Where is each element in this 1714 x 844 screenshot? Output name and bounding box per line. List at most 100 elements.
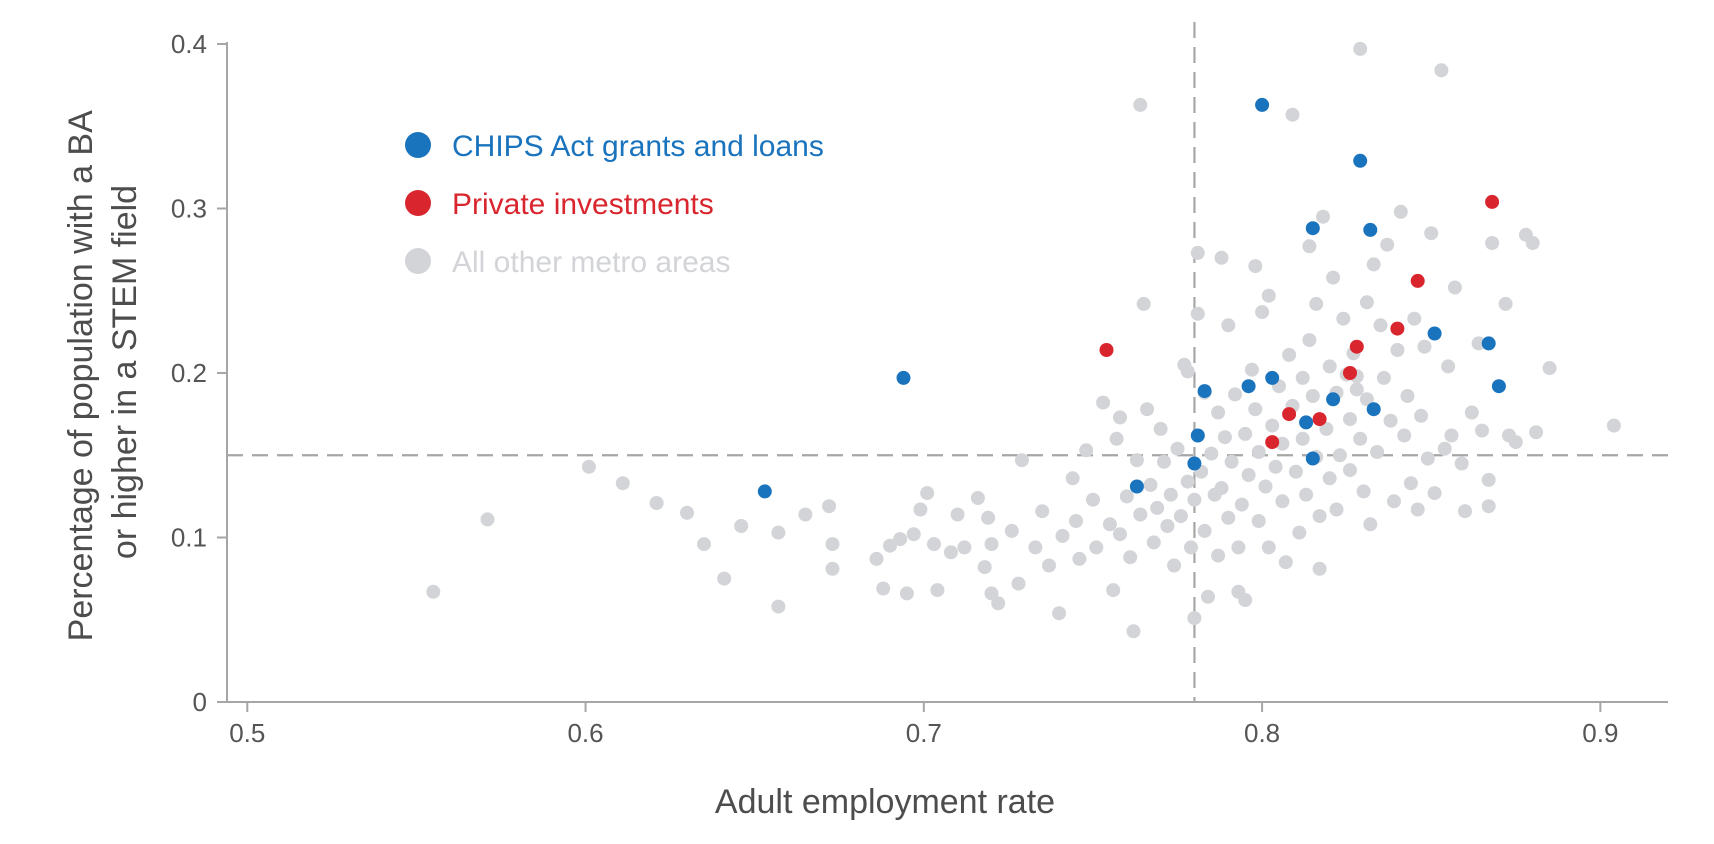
data-point (1299, 415, 1314, 430)
data-point (615, 476, 630, 491)
data-point (1427, 326, 1442, 341)
data-point (1133, 97, 1148, 112)
data-point (1295, 431, 1310, 446)
data-point (1373, 318, 1388, 333)
data-point (1485, 194, 1500, 209)
data-point (1255, 97, 1270, 112)
data-point (1363, 517, 1378, 532)
data-point (1109, 431, 1124, 446)
data-point (1238, 426, 1253, 441)
data-point (1485, 236, 1500, 250)
data-point (1312, 509, 1327, 524)
data-point (1366, 402, 1381, 417)
series-chips-act-grants-and-loans (757, 97, 1506, 499)
data-point (1214, 481, 1229, 496)
data-point (1231, 540, 1246, 555)
data-point (1099, 343, 1114, 357)
data-point (1150, 500, 1165, 515)
data-point (1268, 459, 1283, 474)
data-point (984, 537, 999, 552)
x-axis-title: Adult employment rate (715, 783, 1055, 821)
data-point (927, 537, 941, 552)
data-point (1190, 245, 1205, 260)
data-point (1079, 443, 1094, 458)
data-point (1190, 428, 1205, 443)
data-point (1312, 412, 1327, 427)
data-point (1464, 405, 1479, 420)
data-point (970, 491, 985, 505)
data-point (1265, 370, 1280, 385)
data-point (1319, 421, 1334, 436)
data-point (893, 532, 908, 547)
data-point (1316, 209, 1330, 224)
data-point (1035, 504, 1050, 519)
data-point (869, 551, 884, 566)
data-point (1069, 514, 1083, 528)
data-point (1119, 489, 1134, 504)
data-point (1498, 296, 1513, 311)
y-tick-label: 0 (193, 687, 207, 717)
data-point (1014, 453, 1029, 468)
data-point (1052, 606, 1067, 621)
data-point (1170, 441, 1185, 456)
data-point (1004, 523, 1019, 538)
data-points (426, 41, 1621, 639)
data-point (1065, 471, 1080, 486)
data-point (1410, 273, 1425, 288)
y-tick-label: 0.3 (171, 194, 207, 224)
data-point (1261, 288, 1276, 303)
data-point (1410, 502, 1425, 517)
y-axis-title-line-2: or higher in a STEM field (106, 185, 144, 559)
legend-label: Private investments (452, 188, 714, 221)
data-point (1129, 453, 1144, 468)
data-point (1042, 558, 1056, 573)
data-point (1241, 379, 1256, 394)
data-point (1322, 471, 1337, 486)
data-point (1437, 441, 1452, 456)
data-point (1353, 153, 1368, 168)
data-point (1201, 589, 1215, 604)
data-point (1180, 364, 1195, 379)
data-point (1217, 430, 1232, 445)
data-point (1295, 370, 1310, 385)
data-point (1481, 499, 1496, 514)
data-point (1336, 311, 1351, 326)
data-point (1390, 343, 1405, 357)
data-point (1475, 423, 1489, 438)
data-point (1255, 305, 1270, 320)
data-point (1349, 339, 1364, 354)
data-point (1265, 435, 1280, 450)
data-point (1282, 347, 1297, 362)
data-point (883, 538, 897, 553)
data-point (1366, 257, 1381, 272)
data-point (1055, 528, 1070, 543)
data-point (1275, 494, 1290, 509)
data-point (717, 571, 732, 586)
data-point (899, 586, 914, 601)
data-point (1427, 486, 1442, 501)
data-point (1123, 550, 1138, 565)
data-point (1481, 336, 1496, 351)
data-point (930, 583, 945, 598)
series-private-investments (1099, 194, 1500, 450)
data-point (1393, 204, 1408, 219)
data-point (1184, 540, 1198, 555)
y-axis-ticks: 0 0.1 0.2 0.3 0.4 (171, 29, 227, 717)
data-point (1167, 558, 1182, 573)
data-point (1086, 492, 1100, 507)
data-point (1299, 487, 1314, 502)
data-point (1136, 296, 1151, 311)
data-point (1197, 384, 1212, 399)
data-point (1224, 454, 1239, 469)
data-point (1251, 514, 1266, 528)
data-point (1370, 445, 1385, 459)
data-point (1163, 487, 1178, 502)
data-point (1542, 361, 1557, 376)
legend-marker (405, 190, 431, 216)
data-point (1322, 359, 1337, 374)
data-point (1028, 540, 1043, 555)
data-point (1211, 548, 1226, 563)
data-point (1312, 561, 1327, 576)
data-point (1471, 336, 1486, 351)
